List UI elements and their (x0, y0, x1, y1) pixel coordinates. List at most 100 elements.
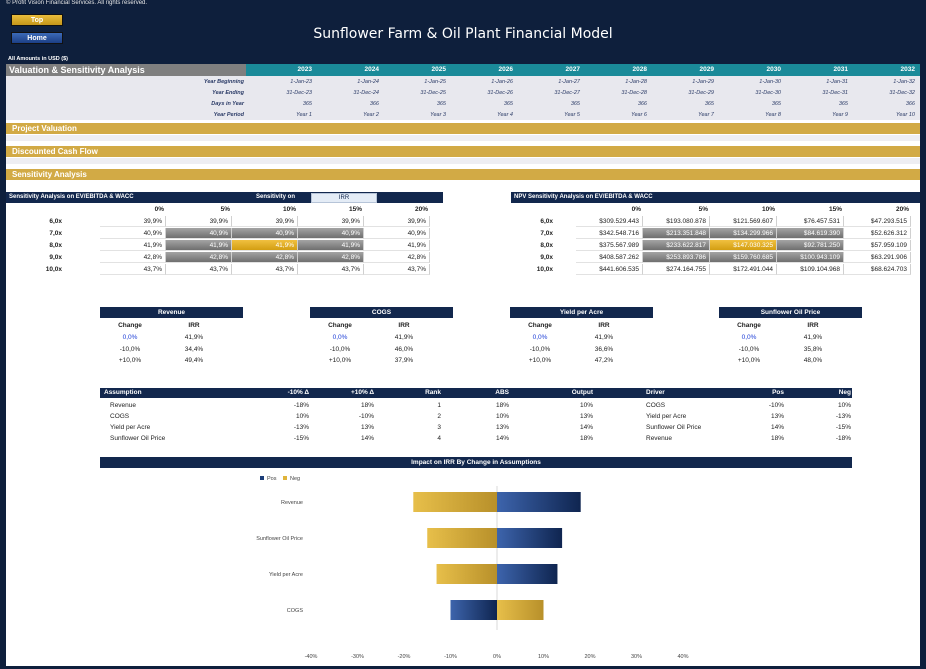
driver-cell: COGS (646, 402, 666, 409)
neg-bar (427, 528, 497, 548)
npv-col-header: 0% (631, 206, 641, 213)
section-sensitivity[interactable]: Sensitivity Analysis (6, 169, 920, 180)
assumption-cell: 10% (579, 402, 593, 409)
neg-bar (436, 564, 497, 584)
neg-bar (413, 492, 497, 512)
irr-value: 35,8% (803, 345, 823, 353)
npv-cell: $159.760.685 (710, 252, 777, 263)
irr-value: 41,9% (394, 334, 414, 341)
irr-cell: 41,9% (232, 240, 298, 251)
timeline-cell: 1-Jan-23 (290, 79, 312, 85)
irr-col-header: 10% (282, 206, 296, 213)
driver-cell: 13% (770, 413, 784, 420)
driver-cell: Sunflower Oil Price (646, 424, 702, 431)
change-value: -10,0% (119, 345, 141, 353)
npv-cell: $47.293.515 (844, 216, 911, 227)
top-button[interactable]: Top (11, 14, 63, 26)
driver-table-title: COGS (310, 307, 453, 318)
driver-cell: Revenue (646, 435, 673, 442)
pos-bar (450, 600, 497, 620)
section-dcf[interactable]: Discounted Cash Flow (6, 146, 920, 157)
irr-header: IRR (807, 322, 819, 329)
spreadsheet-area: Valuation & Sensitivity Analysis 2023 202… (6, 64, 920, 666)
npv-col-header: 5% (698, 206, 708, 213)
year-header: 2028 (632, 66, 647, 73)
irr-cell: 43,7% (166, 264, 232, 275)
change-value[interactable]: 0,0% (741, 334, 757, 341)
timeline-cell: 365 (436, 101, 446, 107)
irr-cell: 41,9% (100, 240, 166, 251)
timeline-cell: 1-Jan-24 (357, 79, 379, 85)
assumption-col-header: +10% Δ (350, 389, 374, 396)
change-value[interactable]: 0,0% (332, 334, 348, 341)
assumption-cell: -15% (293, 435, 309, 442)
npv-col-header: 15% (828, 206, 842, 213)
assumption-cell: 14% (495, 435, 509, 442)
irr-col-header: 15% (348, 206, 362, 213)
irr-cell: 42,8% (232, 252, 298, 263)
year-header: 2032 (900, 66, 915, 73)
x-tick-label: -30% (351, 654, 364, 660)
timeline-row-label: Year Beginning (203, 79, 244, 85)
legend-label-pos: Pos (267, 476, 277, 482)
irr-sensitivity-header: Sensitivity Analysis on EV/EBITDA & WACC… (6, 192, 443, 203)
npv-cell: $68.624.703 (844, 264, 911, 275)
assumption-col-header: ABS (495, 389, 509, 396)
irr-cell: 43,7% (100, 264, 166, 275)
chart-title: Impact on IRR By Change in Assumptions (100, 457, 852, 468)
npv-row-header: 9,0x (540, 254, 553, 261)
irr-header: IRR (598, 322, 610, 329)
x-tick-label: -20% (398, 654, 411, 660)
irr-value: 41,9% (184, 334, 204, 341)
timeline-cell: 366 (637, 101, 647, 107)
timeline-row-label: Days in Year (211, 101, 244, 107)
timeline-cell: 1-Jan-26 (491, 79, 513, 85)
irr-row-header: 6,0x (49, 218, 62, 225)
timeline-cell: Year 9 (832, 112, 848, 118)
change-value[interactable]: 0,0% (532, 334, 548, 341)
irr-cell: 41,9% (166, 240, 232, 251)
irr-value: 34,4% (184, 345, 204, 353)
x-tick-label: 30% (631, 654, 642, 660)
copyright-text: © Profit Vision Financial Services. All … (6, 0, 148, 6)
timeline-cell: Year 4 (497, 112, 513, 118)
assumption-cell: 13% (579, 413, 593, 420)
x-tick-label: 0% (493, 654, 501, 660)
irr-cell: 42,8% (100, 252, 166, 263)
section-project-valuation[interactable]: Project Valuation (6, 123, 920, 134)
irr-value: 37,9% (394, 357, 414, 364)
timeline-cell: Year 6 (631, 112, 647, 118)
timeline-cell: Year 7 (698, 112, 714, 118)
category-label: COGS (287, 608, 304, 614)
npv-cell: $84.619.390 (777, 228, 844, 239)
npv-cell: $57.959.109 (844, 240, 911, 251)
assumption-cell: COGS (110, 413, 130, 420)
assumption-cell: 13% (360, 424, 374, 431)
sensitivity-on-select[interactable]: IRR (311, 193, 377, 203)
npv-row-header: 8,0x (540, 242, 553, 249)
driver-table-title: Yield per Acre (510, 307, 653, 318)
npv-col-header: 20% (895, 206, 909, 213)
irr-value: 36,6% (594, 345, 614, 353)
timeline-cell: 1-Jan-29 (692, 79, 714, 85)
driver-table-title: Sunflower Oil Price (719, 307, 862, 318)
driver-cell: -10% (768, 402, 784, 409)
npv-cell: $408.587.262 (576, 252, 643, 263)
timeline-cell: 365 (503, 101, 513, 107)
timeline-cell: 31-Dec-26 (487, 90, 513, 96)
change-value[interactable]: 0,0% (122, 334, 138, 341)
x-tick-label: -40% (305, 654, 318, 660)
timeline-cell: 31-Dec-30 (755, 90, 781, 96)
irr-col-header: 20% (414, 206, 428, 213)
irr-cell: 39,9% (100, 216, 166, 227)
pos-bar (497, 492, 581, 512)
year-header: 2024 (364, 66, 379, 73)
x-tick-label: 40% (677, 654, 688, 660)
home-button[interactable]: Home (11, 32, 63, 44)
npv-cell: $441.606.535 (576, 264, 643, 275)
npv-cell: $375.567.989 (576, 240, 643, 251)
npv-cell: $274.164.755 (643, 264, 710, 275)
category-label: Sunflower Oil Price (256, 536, 303, 542)
page-title: Sunflower Farm & Oil Plant Financial Mod… (313, 26, 613, 42)
timeline-cell: 366 (905, 101, 915, 107)
